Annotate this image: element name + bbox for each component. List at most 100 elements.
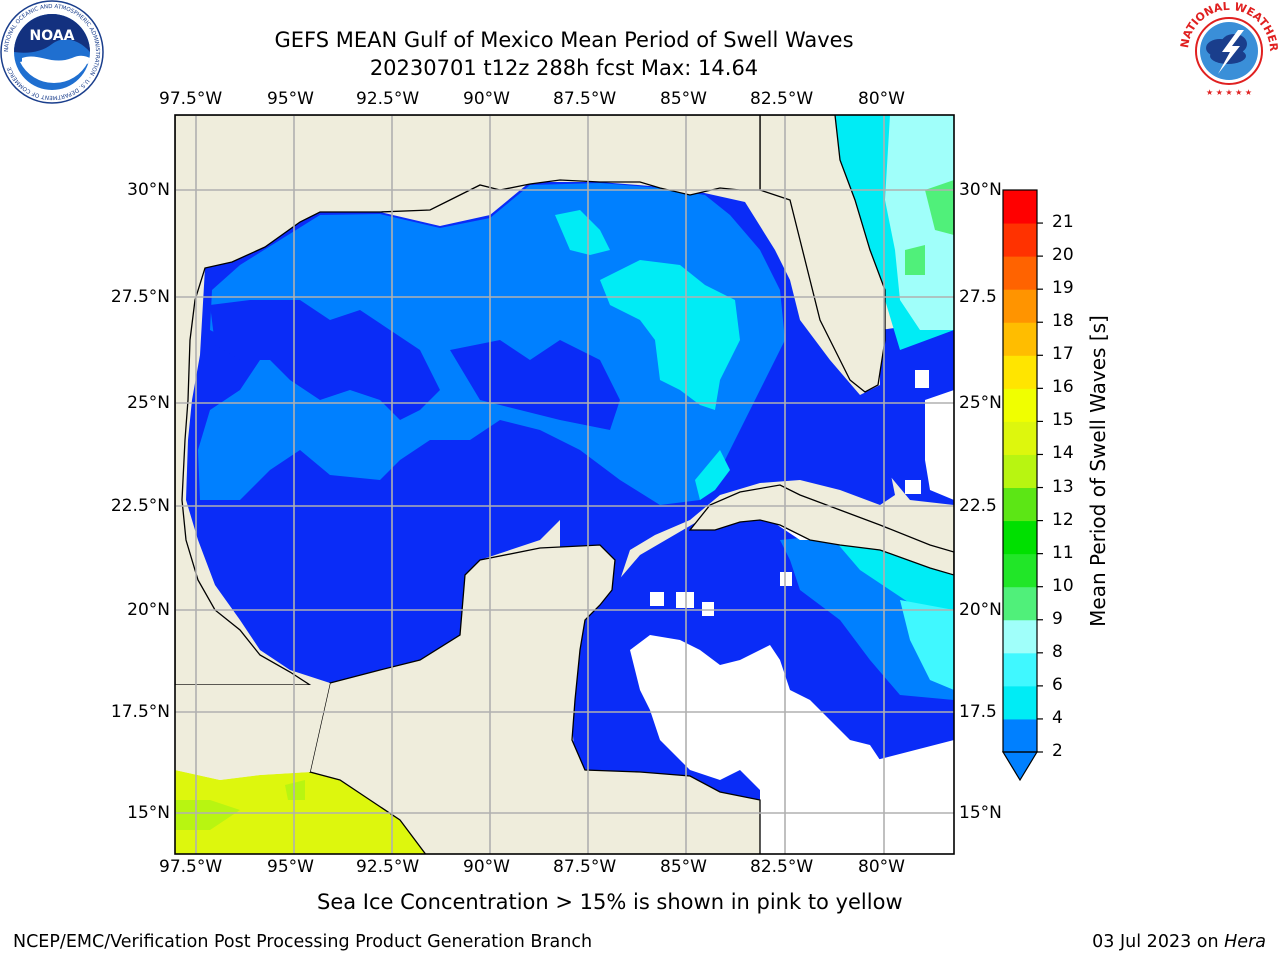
colorbar-band: [1003, 718, 1037, 753]
lat-label-left: 20°N: [127, 600, 170, 620]
colorbar-extend-arrow: [1001, 751, 1039, 782]
colorbar-tick-label: 11: [1052, 542, 1074, 563]
map-frame: [174, 114, 955, 855]
lon-label-top: 90°W: [463, 89, 510, 109]
nws-logo: NATIONAL WEATHER SERVICE ★ ★ ★ ★ ★: [1178, 0, 1280, 100]
colorbar-band: [1003, 685, 1037, 720]
colorbar-tick-label: 16: [1052, 377, 1074, 398]
colorbar-band: [1003, 355, 1037, 389]
colorbar-band: [1003, 619, 1037, 654]
colorbar-tick-label: 14: [1052, 443, 1074, 464]
swell-6-8s-patch-south: [695, 450, 730, 500]
masked-patch-2: [676, 592, 694, 608]
colorbar-tick-label: 15: [1052, 410, 1074, 431]
lon-label-bottom: 90°W: [463, 857, 510, 877]
lon-label-bottom: 82.5°W: [750, 857, 814, 877]
colorbar-band: [1003, 190, 1037, 224]
swell-8-9s-patch-caribbean: [900, 600, 954, 690]
lat-label-right: 27.5: [959, 287, 997, 307]
colorbar-frame: [1002, 189, 1038, 753]
masked-patch-5: [905, 480, 921, 494]
swell-2-4s-patch-west: [210, 300, 440, 420]
lon-label-bottom: 97.5°W: [159, 857, 223, 877]
colorbar-segments: [1003, 190, 1037, 753]
lon-label-top: 95°W: [267, 89, 314, 109]
colorbar-band: [1003, 520, 1037, 555]
colorbar-tick-label: 20: [1052, 245, 1074, 266]
swell-9-10s-patch-atlantic: [925, 180, 954, 235]
lat-label-right: 25°N: [959, 393, 1002, 413]
colorbar-tick-label: 6: [1052, 674, 1063, 695]
mexico-west-land: [175, 683, 330, 780]
lon-label-top: 85°W: [660, 89, 707, 109]
lat-label-left: 17.5°N: [110, 702, 170, 722]
lat-label-right: 22.5: [959, 496, 997, 516]
lat-label-right: 30°N: [959, 180, 1002, 200]
colorbar-band: [1003, 256, 1037, 290]
colorbar-band: [1003, 652, 1037, 687]
colorbar-tick-label: 17: [1052, 344, 1074, 365]
noaa-logo: NOAA NATIONAL OCEANIC AND ATMOSPHERIC AD…: [0, 0, 104, 104]
colorbar-band: [1003, 553, 1037, 588]
lon-label-top: 87.5°W: [553, 89, 617, 109]
colorbar-tick-label: 19: [1052, 278, 1074, 299]
colorbar-band: [1003, 454, 1037, 489]
lat-label-left: 22.5°N: [110, 496, 170, 516]
lon-label-top: 80°W: [858, 89, 905, 109]
lat-label-right: 15°N: [959, 803, 1002, 823]
lat-label-left: 15°N: [127, 803, 170, 823]
lon-label-top: 82.5°W: [750, 89, 814, 109]
pacific-swell-patch-green-2: [285, 780, 305, 800]
colorbar-tick-label: 21: [1052, 212, 1074, 233]
colorbar-band: [1003, 223, 1037, 257]
lon-label-bottom: 85°W: [660, 857, 707, 877]
masked-patch-6: [915, 370, 929, 388]
lat-label-left: 25°N: [127, 393, 170, 413]
lon-label-top: 97.5°W: [159, 89, 223, 109]
pacific-swell-patch-green: [175, 800, 240, 830]
masked-patch-1: [650, 592, 664, 606]
colorbar-tick-label: 9: [1052, 608, 1063, 629]
noaa-logo-text: NOAA: [30, 28, 75, 44]
date-text: 03 Jul 2023 on: [1092, 932, 1225, 952]
map-gridlines: [175, 115, 954, 854]
nws-stars-icon: ★ ★ ★ ★ ★: [1206, 88, 1252, 97]
masked-area-bahamas: [925, 390, 954, 500]
masked-area-southeast: [760, 740, 954, 854]
lat-label-right: 20°N: [959, 600, 1002, 620]
cuba-land: [688, 484, 954, 576]
colorbar-band: [1003, 586, 1037, 621]
colorbar-band: [1003, 289, 1037, 323]
lat-label-right: 17.5: [959, 702, 997, 722]
masked-area-caribbean: [630, 635, 880, 795]
lon-label-bottom: 80°W: [858, 857, 905, 877]
masked-patch-4: [780, 572, 792, 586]
colorbar-tick-label: 8: [1052, 641, 1063, 662]
lon-label-bottom: 92.5°W: [356, 857, 420, 877]
lat-label-left: 27.5°N: [110, 287, 170, 307]
colorbar-band: [1003, 388, 1037, 422]
lat-label-left: 30°N: [127, 180, 170, 200]
swell-8-9s-region-atlantic: [885, 115, 954, 330]
colorbar-tick-label: 2: [1052, 741, 1063, 761]
swell-6-8s-region-caribbean: [830, 535, 954, 620]
colorbar-tick-label: 4: [1052, 707, 1063, 728]
chart-title: GEFS MEAN Gulf of Mexico Mean Period of …: [274, 28, 854, 52]
colorbar-band: [1003, 322, 1037, 356]
swell-6-8s-patch-north: [555, 210, 610, 255]
colorbar-tick-marks: [1037, 222, 1043, 753]
lon-label-bottom: 95°W: [267, 857, 314, 877]
sea-ice-note: Sea Ice Concentration > 15% is shown in …: [317, 890, 903, 914]
colorbar-band: [1003, 487, 1037, 522]
colorbar-tick-label: 10: [1052, 575, 1074, 596]
swell-9-10s-patch-atlantic-2: [905, 245, 925, 275]
colorbar-tick-label: 13: [1052, 476, 1074, 497]
colorbar-tick-label: 12: [1052, 509, 1074, 530]
colorbar-tick-label: 18: [1052, 311, 1074, 332]
swell-2-4s-patch-central: [450, 340, 620, 430]
host-name: Hera: [1224, 932, 1266, 952]
colorbar: [1001, 189, 1043, 782]
lon-label-bottom: 87.5°W: [553, 857, 617, 877]
lon-label-top: 92.5°W: [356, 89, 420, 109]
